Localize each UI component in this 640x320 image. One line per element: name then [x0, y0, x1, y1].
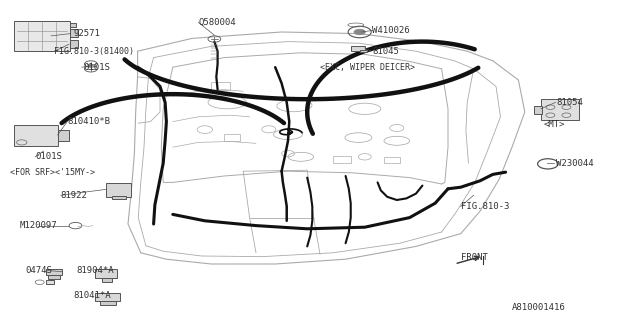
Text: 81904*A: 81904*A: [77, 266, 115, 275]
Bar: [106, 183, 131, 197]
Bar: [351, 46, 365, 51]
Text: <MT>: <MT>: [544, 120, 566, 129]
Text: 0101S: 0101S: [83, 63, 110, 72]
Bar: [112, 196, 126, 199]
Text: <FOR SRF><'15MY->: <FOR SRF><'15MY->: [10, 168, 95, 177]
Text: Q580004: Q580004: [198, 18, 236, 27]
Text: 81922: 81922: [61, 191, 88, 200]
Bar: [70, 23, 76, 27]
Bar: [46, 280, 54, 284]
Bar: [70, 29, 78, 37]
Bar: [333, 156, 351, 163]
Text: 92571: 92571: [74, 29, 100, 38]
Text: 81041*A: 81041*A: [74, 292, 111, 300]
Bar: [211, 82, 230, 90]
Text: FRONT: FRONT: [461, 253, 488, 262]
Bar: [14, 125, 58, 146]
Text: FIG.810-3: FIG.810-3: [461, 202, 509, 211]
Circle shape: [354, 29, 365, 35]
Text: 0474S: 0474S: [26, 266, 52, 275]
Bar: [541, 99, 579, 120]
Bar: [534, 106, 542, 114]
Bar: [384, 157, 400, 163]
Bar: [14, 21, 70, 51]
Bar: [224, 134, 240, 141]
Bar: [58, 130, 69, 141]
Bar: [102, 278, 112, 282]
Text: 0101S: 0101S: [35, 152, 62, 161]
Text: A810001416: A810001416: [512, 303, 566, 312]
Text: W230044: W230044: [556, 159, 593, 168]
Text: M120097: M120097: [19, 221, 57, 230]
Bar: [95, 269, 117, 278]
Text: FIG.810-3(81400): FIG.810-3(81400): [54, 47, 134, 56]
Text: 81045: 81045: [372, 47, 399, 56]
Bar: [70, 40, 78, 48]
Bar: [360, 50, 367, 52]
Bar: [48, 275, 60, 279]
Text: 81054: 81054: [557, 98, 584, 107]
Text: <EXC, WIPER DEICER>: <EXC, WIPER DEICER>: [320, 63, 415, 72]
Bar: [95, 293, 120, 301]
Bar: [46, 269, 62, 275]
Bar: [100, 301, 116, 305]
Text: 810410*B: 810410*B: [67, 117, 110, 126]
Text: W410026: W410026: [372, 26, 410, 35]
